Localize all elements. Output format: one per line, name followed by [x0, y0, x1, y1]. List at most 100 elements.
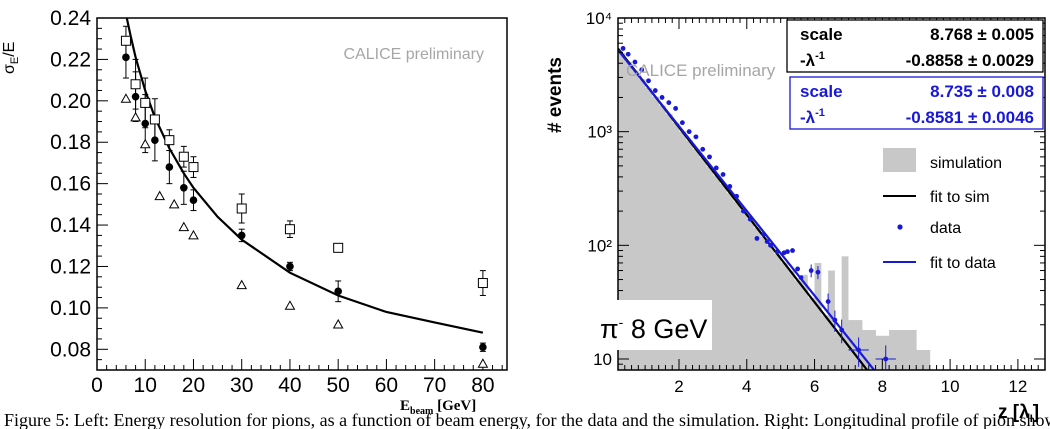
data-point [798, 275, 804, 281]
right-x-tick-label: 12 [1008, 377, 1027, 396]
left-point-open-triangle [178, 221, 190, 232]
left-point-open-square [188, 162, 199, 173]
legend-fit-data-label: fit to data [930, 255, 996, 272]
right-x-tick-label: 8 [878, 377, 887, 396]
left-x-tick-label: 20 [182, 374, 205, 397]
legend-data-label: data [930, 220, 961, 237]
simulation-bin [651, 96, 660, 370]
data-point [839, 327, 845, 333]
data-point [740, 208, 746, 214]
right-preliminary-label: CALICE preliminary [626, 61, 776, 80]
data-point [883, 356, 889, 362]
left-y-tick-label: 0.22 [50, 48, 91, 71]
simulation-bin [712, 175, 721, 370]
data-point [747, 216, 753, 222]
data-point [754, 236, 760, 241]
data-point [774, 249, 780, 255]
left-point-open-triangle [120, 93, 132, 103]
simulation-bin [685, 140, 693, 370]
simulation-bin [733, 201, 741, 370]
data-point [734, 193, 740, 199]
data-point [825, 299, 831, 304]
data-point [832, 317, 838, 323]
left-y-tick-label: 0.20 [50, 90, 91, 113]
left-y-tick-label: 0.24 [50, 7, 91, 30]
left-x-tick-label: 40 [278, 374, 301, 397]
simulation-bin [834, 332, 843, 370]
right-ylabel: # events [545, 57, 566, 133]
left-point-open-triangle [130, 111, 141, 122]
data-point [795, 266, 801, 272]
energy-label: π- 8 GeV [600, 314, 707, 344]
energy-label-box: π- 8 GeV [588, 300, 712, 350]
data-point [707, 154, 712, 160]
data-point [693, 134, 699, 140]
simulation-bin [828, 270, 835, 370]
simulation-bin [706, 166, 714, 370]
data-point [666, 100, 672, 106]
left-y-tick-label: 0.14 [50, 214, 91, 237]
left-point-open-square [178, 151, 189, 162]
left-fit-curve [125, 18, 484, 334]
data-point [761, 231, 767, 237]
left-point-open-square [477, 278, 488, 289]
simulation-bin [638, 79, 646, 370]
data-point [856, 347, 862, 353]
simulation-bin [889, 329, 904, 370]
right-chart: 2 4 6 8 10 12 10 10² 10³ 10⁴ # events z [λI] CALI… [545, 9, 1046, 425]
stats-sim-r2-value: -0.8858 ± 0.0029 [906, 51, 1034, 70]
right-y-tick-label: 10² [587, 236, 612, 255]
data-point [768, 242, 773, 248]
simulation-bin [841, 256, 849, 370]
left-axes [96, 17, 503, 371]
simulation-bin [753, 227, 761, 370]
left-ylabel: σE/E [1, 42, 21, 74]
left-point-open-square [140, 97, 151, 108]
simulation-bin [645, 87, 653, 370]
stats-data-r1-value: 8.735 ± 0.008 [930, 82, 1034, 101]
data-point [700, 146, 706, 152]
left-point-open-triangle [284, 300, 296, 310]
left-point-filled-circle [286, 262, 294, 271]
simulation-bin [773, 254, 782, 370]
simulation-bin [916, 349, 931, 370]
left-point-open-square [284, 224, 295, 235]
stats-data-r2-value: -0.8581 ± 0.0046 [906, 108, 1034, 127]
stats-sim-r1-label: scale [800, 25, 843, 44]
left-chart: 0 10 20 30 40 50 60 70 80 0.08 0.10 0.12 0.14 0.16 0.1… [1, 7, 508, 417]
simulation-bin [699, 157, 707, 370]
left-tick-labels: 0 10 20 30 40 50 60 70 80 0.08 0.10 0.12 0.14 0.16 0.1… [50, 7, 494, 397]
right-x-tick-label: 4 [742, 377, 751, 396]
left-x-tick-label: 60 [375, 374, 398, 397]
left-point-open-triangle [477, 358, 489, 368]
right-y-tick-label: 10 [593, 350, 612, 369]
left-point-open-square [236, 203, 247, 214]
left-point-open-triangle [154, 190, 166, 201]
legend-sim-label: simulation [930, 155, 1002, 172]
simulation-bin [672, 122, 680, 370]
data-point [659, 95, 665, 100]
legend-fit-sim-label: fit to sim [930, 189, 990, 206]
left-point-open-triangle [188, 229, 199, 240]
data-point [808, 268, 814, 273]
left-point-open-square [164, 135, 175, 146]
right-x-tick-label: 2 [674, 377, 683, 396]
stats-box-data: scale 8.735 ± 0.008 -λ-1 -0.8581 ± 0.004… [789, 76, 1044, 130]
simulation-bin [719, 184, 727, 370]
left-fit-curve-group [125, 18, 484, 334]
legend-data-marker [897, 224, 903, 230]
simulation-bin [814, 262, 822, 370]
left-point-filled-circle [189, 196, 198, 205]
left-point-open-triangle [168, 198, 180, 209]
data-point [785, 249, 790, 255]
data-point [713, 165, 719, 171]
right-plot-frame [617, 17, 1046, 371]
left-point-open-triangle [236, 279, 248, 290]
data-point [790, 248, 795, 253]
stats-data-r1-label: scale [800, 82, 843, 101]
left-y-tick-label: 0.10 [50, 297, 91, 320]
simulation-bin [807, 297, 815, 370]
left-y-tick-label: 0.18 [50, 131, 91, 154]
right-data-points [620, 46, 896, 370]
